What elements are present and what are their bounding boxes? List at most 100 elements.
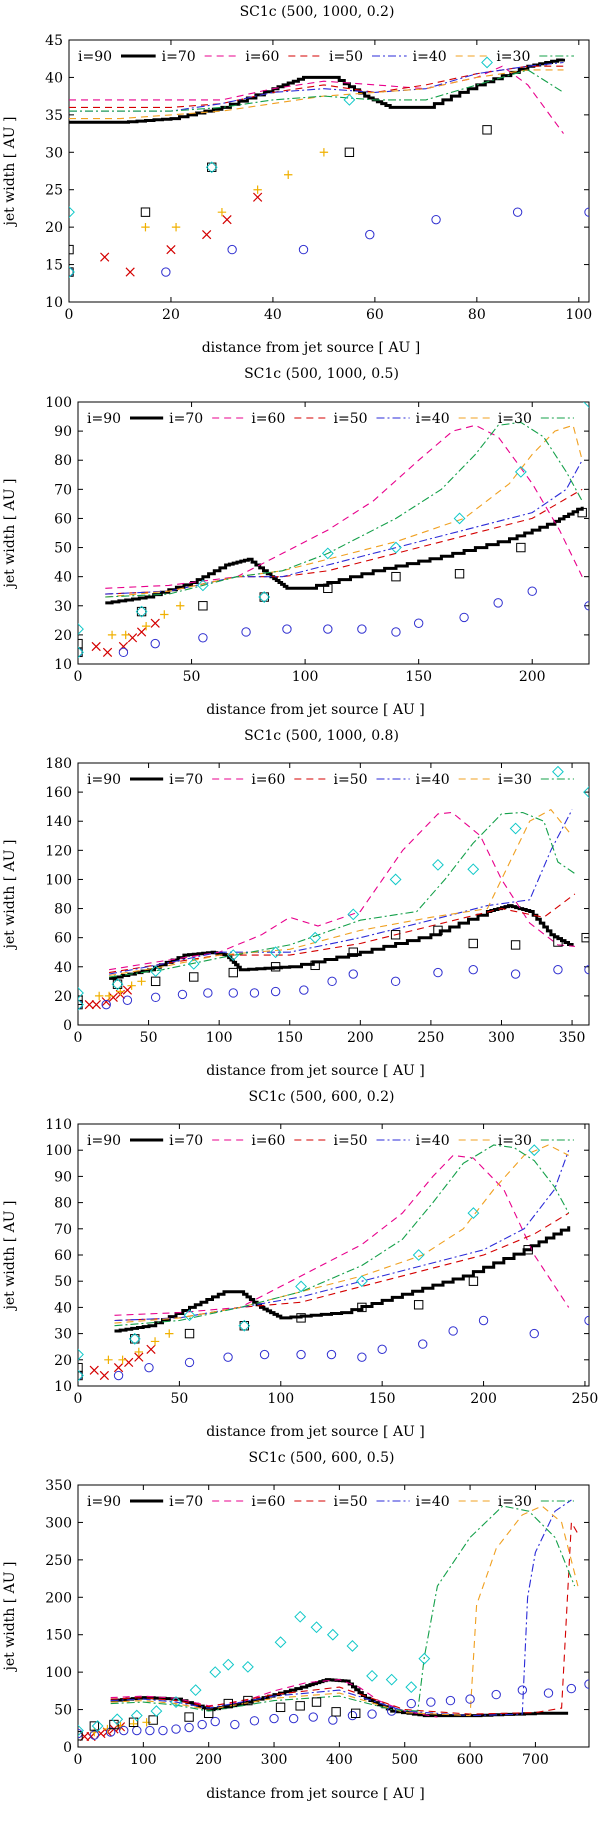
- cross-marker: [122, 985, 133, 995]
- circle-marker: [184, 1722, 194, 1733]
- square-marker: [553, 937, 563, 947]
- plus-marker: [94, 991, 104, 1001]
- legend-label: i=30: [496, 49, 530, 65]
- square-marker: [184, 1328, 195, 1339]
- y-tick-label: 25: [45, 183, 63, 199]
- plus-marker: [137, 977, 146, 986]
- series-line-i30: [69, 69, 564, 112]
- circle-marker: [468, 964, 478, 975]
- series-line-i90: [110, 1678, 569, 1718]
- series-line-i70: [69, 65, 564, 134]
- diamond-marker: [528, 1144, 541, 1157]
- chart-panel-4: SC1c (500, 600, 0.2) 0 50 100 150 200 250 10 20 3…: [2, 1089, 598, 1440]
- circle-marker: [493, 598, 503, 608]
- circle-marker: [210, 1716, 220, 1727]
- legend-label: i=30: [498, 411, 532, 427]
- x-axis-label: distance from jet source [ AU ]: [206, 1063, 425, 1079]
- diamond-marker: [321, 547, 334, 560]
- square-marker: [390, 930, 401, 940]
- square-marker: [259, 592, 269, 602]
- legend-label: i=90: [87, 772, 121, 788]
- circle-marker: [298, 244, 309, 255]
- x-tick-label: 100: [130, 1752, 157, 1768]
- circle-marker: [459, 612, 469, 623]
- circle-marker: [357, 624, 367, 634]
- circle-marker: [517, 1685, 528, 1695]
- plus-marker: [104, 991, 114, 1001]
- plus-marker: [141, 621, 151, 631]
- chart-title: SC1c (500, 1000, 0.5): [244, 366, 399, 382]
- diamond-marker: [343, 93, 356, 106]
- circle-marker: [491, 1689, 501, 1700]
- y-tick-label: 40: [54, 570, 72, 586]
- diamond-marker: [183, 1309, 196, 1322]
- legend: i=90 i=70 i=60 i=50 i=40 i=30: [78, 49, 574, 65]
- square-marker: [140, 207, 151, 217]
- circle-marker: [431, 214, 441, 225]
- square-marker: [89, 1721, 100, 1731]
- cross-marker: [102, 647, 113, 657]
- circle-marker: [390, 976, 401, 987]
- circle-marker: [198, 633, 208, 643]
- circle-marker: [584, 964, 589, 975]
- circle-marker: [510, 969, 521, 979]
- diamond-marker: [78, 646, 84, 659]
- series-line-i50: [114, 1150, 570, 1322]
- square-marker: [344, 147, 355, 157]
- diamond-marker: [111, 1713, 124, 1726]
- cross-marker: [136, 627, 147, 637]
- square-marker: [189, 972, 199, 982]
- diamond-marker: [509, 822, 522, 835]
- legend-label: i=70: [169, 772, 203, 788]
- square-marker: [577, 507, 587, 518]
- cross-marker: [150, 618, 160, 628]
- square-marker: [203, 1708, 214, 1719]
- plot-area: [78, 1499, 589, 1742]
- series-line-i60: [69, 65, 564, 108]
- series-line-i60: [109, 893, 576, 974]
- diamond-marker: [385, 1673, 398, 1686]
- legend-label: i=60: [251, 1494, 285, 1510]
- diamond-marker: [222, 1658, 235, 1671]
- legend-label: i=90: [87, 1494, 121, 1510]
- y-tick-label: 40: [45, 70, 63, 86]
- square-marker: [296, 1313, 306, 1323]
- cross-marker: [89, 1365, 99, 1375]
- cross-marker: [91, 999, 101, 1010]
- plot-frame: [77, 1484, 590, 1748]
- circle-marker: [418, 1339, 428, 1349]
- x-tick-label: 200: [519, 669, 546, 685]
- diamond-marker: [78, 1724, 84, 1737]
- square-marker: [331, 1707, 341, 1717]
- diamond-marker: [209, 1666, 222, 1679]
- legend-label: i=30: [498, 772, 532, 788]
- cross-marker: [113, 1363, 124, 1373]
- circle-marker: [584, 1679, 589, 1689]
- y-tick-label: 80: [54, 902, 72, 918]
- series-line-i50: [105, 459, 583, 595]
- diamond-marker: [130, 1709, 143, 1722]
- y-tick-label: 70: [54, 482, 72, 498]
- y-tick-label: 180: [45, 756, 72, 772]
- circle-marker: [347, 1710, 358, 1721]
- circle-marker: [105, 1727, 116, 1737]
- diamond-marker: [269, 946, 282, 959]
- y-tick-label: 350: [45, 1478, 72, 1494]
- diamond-marker: [274, 1636, 287, 1649]
- legend: i=90 i=70 i=60 i=50 i=40 i=30: [87, 1133, 574, 1149]
- diamond-marker: [128, 1332, 141, 1345]
- cross-marker: [84, 999, 94, 1010]
- plot-frame: [77, 401, 590, 665]
- y-tick-label: 0: [63, 1018, 72, 1034]
- series-line-i40: [105, 424, 583, 598]
- y-tick-label: 100: [45, 1665, 72, 1681]
- circle-marker: [543, 1688, 554, 1698]
- y-tick-label: 300: [45, 1515, 72, 1531]
- circle-marker: [445, 1695, 456, 1706]
- y-tick-label: 10: [45, 295, 63, 311]
- circle-marker: [197, 1719, 207, 1730]
- legend-label: i=90: [78, 49, 112, 65]
- circle-marker: [259, 1349, 270, 1360]
- plus-marker: [284, 170, 293, 179]
- y-tick-label: 35: [45, 108, 63, 124]
